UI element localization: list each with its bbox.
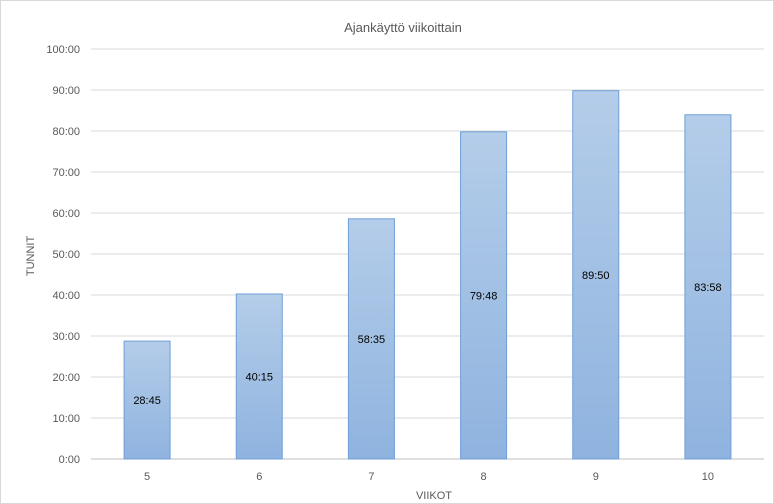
- y-tick-label: 90:00: [52, 85, 80, 97]
- bar-data-label: 40:15: [245, 371, 273, 383]
- bar-week-9: [572, 90, 620, 460]
- y-tick-label: 10:00: [52, 413, 80, 425]
- gridlines: [91, 48, 764, 460]
- bar-week-5: [123, 340, 171, 460]
- chart-title: Ajankäyttö viikoittain: [344, 20, 462, 35]
- bar-data-label: 28:45: [133, 395, 161, 407]
- y-tick-label: 0:00: [59, 454, 80, 466]
- x-tick-label: 9: [593, 471, 599, 483]
- bar-data-label: 83:58: [694, 282, 722, 294]
- y-tick-label: 80:00: [52, 126, 80, 138]
- y-tick-label: 30:00: [52, 331, 80, 343]
- y-tick-label: 60:00: [52, 208, 80, 220]
- bar-week-10: [684, 114, 732, 460]
- x-tick-label: 8: [481, 471, 487, 483]
- x-tick-label: 5: [144, 471, 150, 483]
- y-tick-label: 20:00: [52, 372, 80, 384]
- y-tick-label: 50:00: [52, 249, 80, 261]
- bar-data-label: 89:50: [582, 270, 610, 282]
- x-tick-label: 6: [256, 471, 262, 483]
- bar-week-7: [347, 218, 395, 460]
- bar-data-label: 79:48: [470, 290, 498, 302]
- x-tick-label: 7: [368, 471, 374, 483]
- y-tick-label: 70:00: [52, 167, 80, 179]
- y-tick-label: 100:00: [46, 44, 80, 56]
- x-tick-label: 10: [702, 471, 714, 483]
- y-tick-label: 40:00: [52, 290, 80, 302]
- bar-week-6: [235, 293, 283, 460]
- y-axis-ticks: 0:00 10:00 20:00 30:00 40:00 50:00 60:00 70:00 8…: [46, 44, 80, 466]
- x-axis-ticks: 5 6 7 8 9 10: [144, 471, 714, 483]
- bars: [123, 90, 732, 460]
- bar-week-8: [460, 131, 508, 460]
- data-labels: 28:45 40:15 58:35 79:48 89:50 83:58: [133, 270, 721, 407]
- x-axis-title: VIIKOT: [416, 490, 452, 502]
- bar-data-label: 58:35: [358, 334, 386, 346]
- y-axis-title: TUNNIT: [25, 236, 37, 277]
